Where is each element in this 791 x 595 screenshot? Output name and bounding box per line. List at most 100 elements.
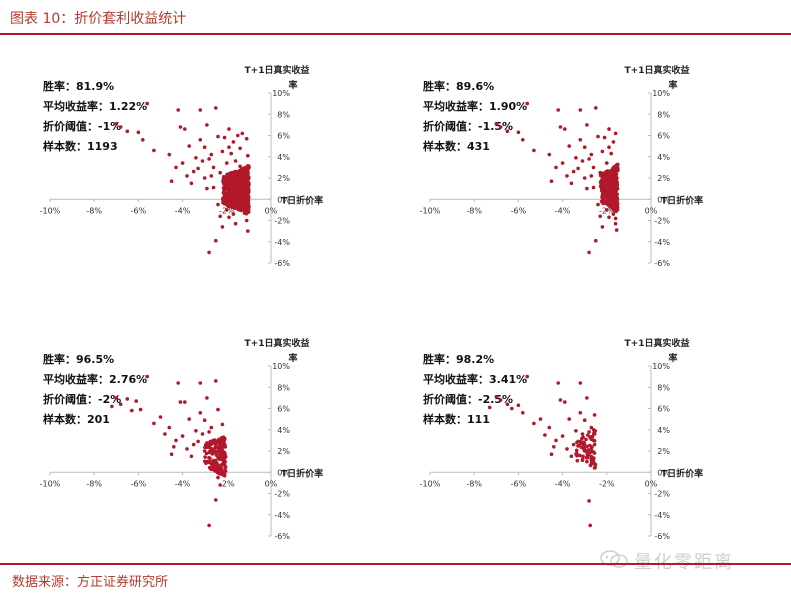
scatter-point bbox=[194, 156, 198, 160]
chart-panel-4: -10% -8% -6% -4% -2% 0% 10% 8% 6% 4% 2% 0% -2% -4% -6%… bbox=[420, 337, 703, 541]
scatter-point bbox=[585, 186, 589, 191]
y-axis-label-wrap: 率 bbox=[668, 352, 677, 364]
watermark-text: 量化零距离 bbox=[634, 552, 734, 573]
scatter-point bbox=[222, 184, 227, 189]
scatter-point bbox=[221, 200, 225, 205]
scatter-point bbox=[212, 450, 217, 455]
scatter-point bbox=[607, 215, 611, 220]
scatter-point bbox=[592, 462, 597, 466]
x-tick-label: -10% bbox=[420, 479, 441, 488]
scatter-point bbox=[222, 188, 226, 193]
scatter-point bbox=[232, 196, 237, 201]
scatter-point bbox=[176, 381, 180, 385]
scatter-point bbox=[187, 144, 191, 148]
scatter-point bbox=[516, 403, 521, 408]
scatter-point bbox=[209, 442, 214, 447]
x-tick-label: -10% bbox=[40, 479, 61, 488]
scatter-point bbox=[233, 191, 237, 195]
x-tick-label: -4% bbox=[555, 206, 571, 215]
scatter-point bbox=[218, 214, 222, 219]
scatter-point bbox=[589, 447, 594, 451]
y-tick-label: 6% bbox=[657, 405, 670, 414]
footer-divider bbox=[0, 563, 791, 565]
scatter-point bbox=[611, 206, 616, 210]
scatter-point bbox=[203, 455, 207, 459]
scatter-point bbox=[614, 172, 619, 176]
scatter-point bbox=[110, 404, 114, 409]
y-tick-label: 2% bbox=[657, 447, 670, 456]
scatter-point bbox=[114, 122, 119, 126]
scatter-point bbox=[560, 434, 565, 438]
scatter-point bbox=[605, 177, 609, 181]
scatter-point bbox=[185, 447, 189, 451]
scatter-point bbox=[118, 125, 123, 129]
scatter-point bbox=[217, 446, 222, 451]
scatter-point bbox=[582, 418, 587, 423]
scatter-point bbox=[556, 108, 560, 112]
scatter-point bbox=[525, 101, 529, 106]
scatter-point bbox=[569, 181, 574, 186]
scatter-point bbox=[225, 196, 229, 200]
x-tick-label: -8% bbox=[466, 206, 482, 215]
scatter-point bbox=[232, 194, 236, 198]
y-tick-label: -4% bbox=[274, 511, 290, 520]
scatter-point bbox=[237, 183, 242, 188]
scatter-point bbox=[554, 165, 558, 170]
y-tick-label: 2% bbox=[277, 174, 290, 183]
scatter-point bbox=[609, 203, 614, 208]
scatter-point bbox=[207, 523, 211, 528]
y-tick-label: -4% bbox=[274, 238, 290, 247]
x-tick-label: 0% bbox=[645, 206, 658, 215]
scatter-point bbox=[600, 149, 605, 154]
scatter-point bbox=[214, 106, 218, 110]
scatter-point bbox=[601, 175, 606, 179]
stat-win-rate: 胜率：98.2% bbox=[422, 352, 494, 366]
scatter-point bbox=[571, 169, 576, 174]
x-tick-label: 0% bbox=[265, 206, 278, 215]
scatter-point bbox=[169, 452, 174, 457]
scatter-point bbox=[223, 191, 228, 196]
scatter-point bbox=[586, 433, 590, 437]
scatter-point bbox=[211, 165, 216, 170]
scatter-point bbox=[178, 400, 183, 404]
scatter-point bbox=[580, 436, 584, 441]
y-tick-label: 4% bbox=[277, 153, 290, 162]
y-tick-label: -6% bbox=[274, 259, 290, 268]
scatter-point bbox=[532, 148, 536, 153]
scatter-point bbox=[609, 194, 613, 198]
scatter-point bbox=[560, 161, 565, 165]
scatter-point bbox=[232, 206, 236, 210]
scatter-point bbox=[498, 125, 503, 129]
scatter-point bbox=[599, 199, 604, 204]
scatter-point bbox=[554, 438, 558, 443]
scatter-point bbox=[613, 131, 618, 136]
scatter-point bbox=[587, 430, 591, 434]
scatter-point bbox=[219, 449, 224, 453]
scatter-point bbox=[613, 221, 618, 226]
scatter-point bbox=[598, 170, 602, 175]
scatter-point bbox=[198, 381, 203, 385]
scatter-point bbox=[235, 191, 240, 195]
scatter-point bbox=[233, 202, 237, 207]
scatter-point bbox=[145, 374, 149, 379]
scatter-point bbox=[236, 199, 240, 204]
scatter-point bbox=[236, 133, 240, 138]
scatter-point bbox=[574, 156, 578, 160]
scatter-point bbox=[604, 180, 609, 184]
scatter-point bbox=[227, 187, 231, 192]
scatter-point bbox=[218, 170, 222, 175]
scatter-point bbox=[574, 448, 579, 453]
scatter-point bbox=[241, 182, 245, 187]
scatter-point bbox=[602, 184, 607, 189]
y-tick-label: 2% bbox=[657, 174, 670, 183]
y-tick-label: -2% bbox=[274, 217, 290, 226]
x-axis-label: T日折价率 bbox=[281, 194, 323, 206]
scatter-point bbox=[242, 193, 247, 197]
x-tick-label: -4% bbox=[555, 479, 571, 488]
y-tick-label: -2% bbox=[274, 490, 290, 499]
scatter-point bbox=[196, 439, 200, 444]
scatter-point bbox=[246, 153, 250, 158]
scatter-point bbox=[591, 458, 596, 463]
scatter-point bbox=[152, 148, 156, 153]
scatter-point bbox=[549, 179, 554, 183]
